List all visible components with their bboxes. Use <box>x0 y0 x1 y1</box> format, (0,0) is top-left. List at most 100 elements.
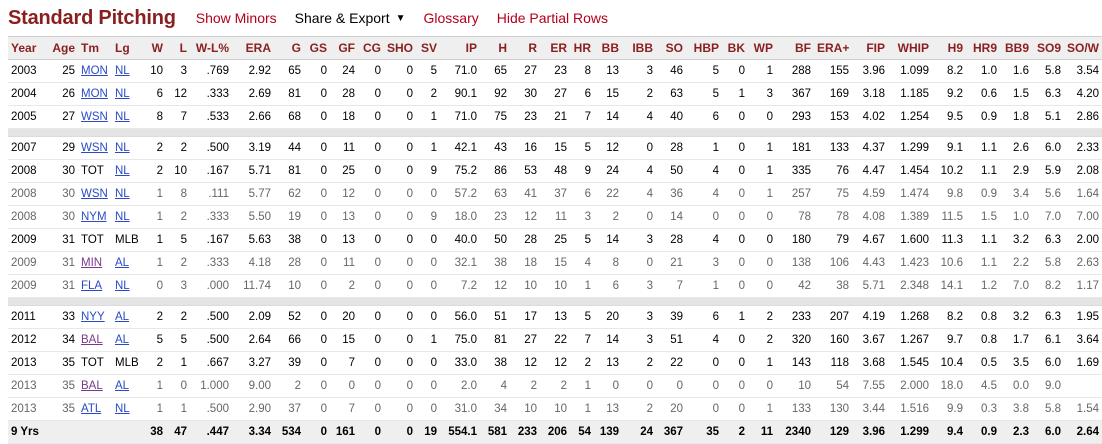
league-link[interactable]: AL <box>115 311 130 323</box>
cell-w-l-: .333 <box>190 82 232 106</box>
league-link[interactable]: NL <box>115 211 130 223</box>
league-link[interactable]: AL <box>115 334 130 346</box>
column-header-sv[interactable]: SV <box>416 36 440 60</box>
team-link[interactable]: WSN <box>81 188 108 200</box>
hide-partial-rows-link[interactable]: Hide Partial Rows <box>496 10 608 26</box>
show-minors-link[interactable]: Show Minors <box>195 10 277 26</box>
column-header-tm[interactable]: Tm <box>78 36 112 60</box>
league-link[interactable]: NL <box>115 111 130 123</box>
column-header-whip[interactable]: WHIP <box>888 36 932 60</box>
column-header-hr9[interactable]: HR9 <box>966 36 1000 60</box>
column-header-er[interactable]: ER <box>540 36 570 60</box>
cell-so: 28 <box>656 136 686 160</box>
cell-gf: 15 <box>330 328 358 352</box>
column-header-so-w[interactable]: SO/W <box>1064 36 1102 60</box>
column-header-ibb[interactable]: IBB <box>622 36 656 60</box>
cell-wp: 1 <box>748 136 776 160</box>
league-link[interactable]: NL <box>115 280 130 292</box>
cell-age: 33 <box>44 305 78 329</box>
share-export-menu[interactable]: Share & Export ▼ <box>295 10 406 26</box>
cell-year: 2008 <box>8 159 44 183</box>
cell-era-: 78 <box>814 205 852 229</box>
column-header-bb9[interactable]: BB9 <box>1000 36 1032 60</box>
cell-bb9: 1.8 <box>1000 105 1032 129</box>
cell-ibb: 3 <box>622 305 656 329</box>
cell-bk: 0 <box>722 251 748 275</box>
column-header-fip[interactable]: FIP <box>852 36 888 60</box>
column-header-hbp[interactable]: HBP <box>686 36 722 60</box>
column-header-l[interactable]: L <box>166 36 190 60</box>
column-header-era-[interactable]: ERA+ <box>814 36 852 60</box>
column-header-h[interactable]: H <box>480 36 510 60</box>
team-link[interactable]: BAL <box>81 334 103 346</box>
column-header-gf[interactable]: GF <box>330 36 358 60</box>
team-link[interactable]: BAL <box>81 380 103 392</box>
column-header-g[interactable]: G <box>274 36 304 60</box>
cell-hr: 6 <box>570 82 594 106</box>
cell-age: 31 <box>44 228 78 252</box>
cell-bk: 2 <box>722 420 748 444</box>
league-link[interactable]: AL <box>115 380 130 392</box>
column-header-ip[interactable]: IP <box>440 36 480 60</box>
cell-sho: 0 <box>384 105 416 129</box>
team-link[interactable]: WSN <box>81 142 108 154</box>
team-link[interactable]: WSN <box>81 111 108 123</box>
cell-g: 66 <box>274 328 304 352</box>
cell-year: 2003 <box>8 59 44 83</box>
column-header-so9[interactable]: SO9 <box>1032 36 1064 60</box>
table-body: 2003 25 MON NL 10 3.769 2.92 65 0 24 0 0 5 71.0 65 27 23… <box>8 59 1102 444</box>
column-header-w[interactable]: W <box>144 36 166 60</box>
cell-w: 8 <box>144 105 166 129</box>
cell-h9: 10.4 <box>932 351 966 375</box>
column-header-hr[interactable]: HR <box>570 36 594 60</box>
column-header-lg[interactable]: Lg <box>112 36 144 60</box>
league-link[interactable]: NL <box>115 188 130 200</box>
column-header-bk[interactable]: BK <box>722 36 748 60</box>
cell-ip: 31.0 <box>440 397 480 421</box>
league-link[interactable]: AL <box>115 257 130 269</box>
cell-fip: 4.47 <box>852 159 888 183</box>
column-header-cg[interactable]: CG <box>358 36 384 60</box>
glossary-link[interactable]: Glossary <box>423 10 479 26</box>
cell-bb9: 3.2 <box>1000 305 1032 329</box>
cell-ip: 90.1 <box>440 82 480 106</box>
team-link[interactable]: NYY <box>81 311 105 323</box>
column-header-r[interactable]: R <box>510 36 540 60</box>
cell-hr: 54 <box>570 420 594 444</box>
cell-er: 48 <box>540 159 570 183</box>
league-link[interactable]: NL <box>115 88 130 100</box>
league-link[interactable]: NL <box>115 142 130 154</box>
cell-h9: 11.3 <box>932 228 966 252</box>
column-header-w-l-[interactable]: W-L% <box>190 36 232 60</box>
column-header-age[interactable]: Age <box>44 36 78 60</box>
chevron-down-icon[interactable]: ▼ <box>395 12 406 24</box>
team-link[interactable]: ATL <box>81 403 102 415</box>
column-header-gs[interactable]: GS <box>304 36 330 60</box>
league-link[interactable]: NL <box>115 65 130 77</box>
team-link[interactable]: FLA <box>81 280 103 292</box>
column-header-so[interactable]: SO <box>656 36 686 60</box>
table-row: 2013 35 TOT MLB 2 1.667 3.27 39 0 7 0 0 0 33.0 38 12 12 2… <box>8 351 1102 375</box>
league-link[interactable]: NL <box>115 165 130 177</box>
column-header-wp[interactable]: WP <box>748 36 776 60</box>
team-link[interactable]: MON <box>81 65 108 77</box>
cell-ibb: 4 <box>622 159 656 183</box>
cell-ibb: 0 <box>622 374 656 398</box>
team-link[interactable]: NYM <box>81 211 107 223</box>
column-header-bf[interactable]: BF <box>776 36 814 60</box>
cell-whip: 1.474 <box>888 182 932 206</box>
cell-wp: 0 <box>748 251 776 275</box>
share-export-label[interactable]: Share & Export <box>294 10 390 26</box>
cell-gs: 0 <box>304 136 330 160</box>
team-link[interactable]: MON <box>81 88 108 100</box>
league-link[interactable]: NL <box>115 403 130 415</box>
column-header-h9[interactable]: H9 <box>932 36 966 60</box>
cell-gf: 18 <box>330 105 358 129</box>
column-header-year[interactable]: Year <box>8 36 44 60</box>
cell-bf: 180 <box>776 228 814 252</box>
column-header-sho[interactable]: SHO <box>384 36 416 60</box>
cell-ip: 18.0 <box>440 205 480 229</box>
team-link[interactable]: MIN <box>81 257 103 269</box>
column-header-era[interactable]: ERA <box>232 36 274 60</box>
column-header-bb[interactable]: BB <box>594 36 622 60</box>
